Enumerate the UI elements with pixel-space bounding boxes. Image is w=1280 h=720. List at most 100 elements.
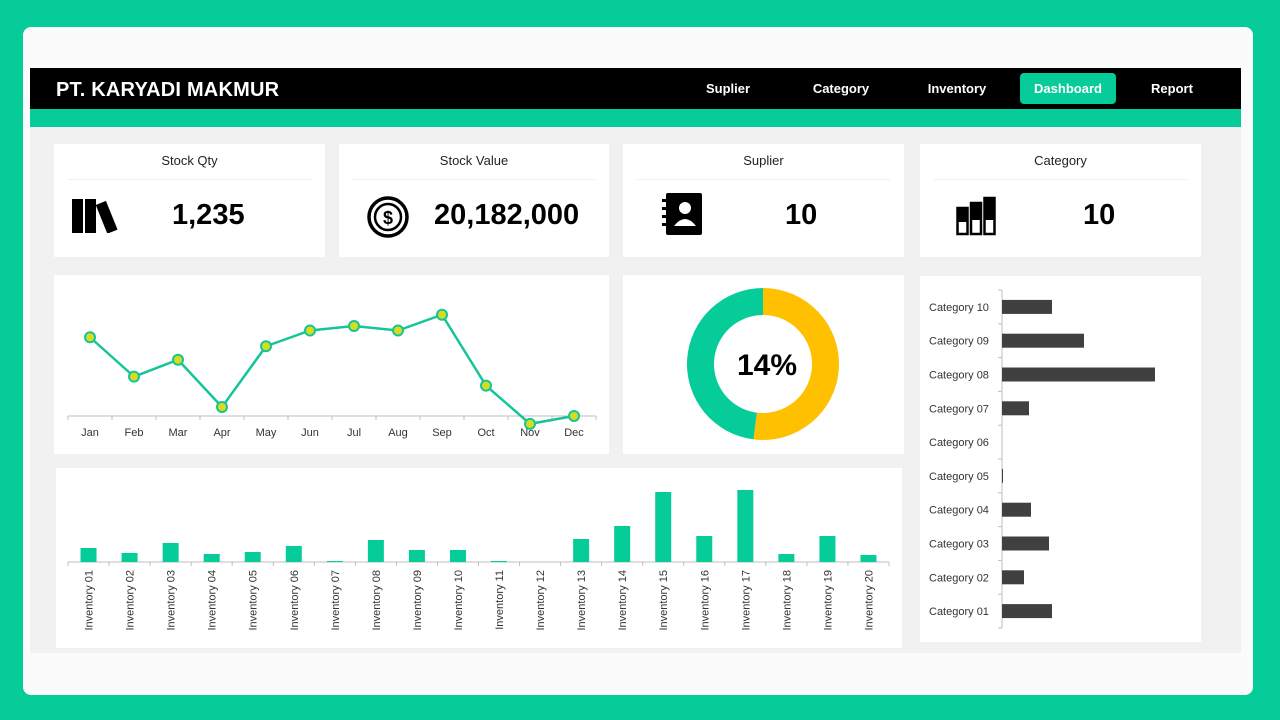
kpi-value: 10 bbox=[1083, 199, 1116, 231]
nav-suplier[interactable]: Suplier bbox=[705, 81, 751, 96]
category-bar bbox=[1002, 401, 1029, 416]
inventory-bar bbox=[367, 540, 384, 562]
divider bbox=[68, 179, 311, 180]
inventory-bar bbox=[696, 536, 713, 562]
kpi-title: Stock Value bbox=[439, 153, 509, 168]
category-bar bbox=[1002, 502, 1031, 517]
nav-report[interactable]: Report bbox=[1151, 81, 1193, 96]
inventory-label: Inventory 12 bbox=[535, 570, 547, 631]
data-point bbox=[568, 410, 580, 422]
x-tick-label: Apr bbox=[213, 427, 230, 439]
category-bar bbox=[1002, 333, 1084, 348]
inventory-bar bbox=[573, 539, 590, 562]
category-bar-chart: Category 10 Category 09 Category 08 Categor… bbox=[929, 289, 1155, 629]
nav-inventory[interactable]: Inventory bbox=[927, 81, 987, 96]
inventory-bar bbox=[491, 561, 508, 562]
donut-center-label: 14% bbox=[737, 349, 797, 382]
kpi-title: Suplier bbox=[743, 153, 784, 168]
data-point bbox=[480, 379, 492, 392]
inventory-bar bbox=[80, 548, 97, 562]
inventory-label: Inventory 06 bbox=[289, 570, 301, 631]
inventory-label: Inventory 08 bbox=[371, 570, 383, 631]
x-tick-label: Jun bbox=[301, 427, 319, 439]
inventory-label: Inventory 09 bbox=[412, 570, 424, 631]
inventory-bar bbox=[326, 561, 343, 562]
inventory-bar bbox=[778, 554, 795, 562]
x-tick-label: Dec bbox=[564, 427, 584, 439]
data-point bbox=[524, 417, 536, 430]
inventory-label: Inventory 17 bbox=[740, 570, 752, 631]
data-point bbox=[128, 370, 140, 383]
category-label: Category 03 bbox=[929, 539, 989, 551]
inventory-label: Inventory 10 bbox=[453, 570, 465, 631]
category-bar bbox=[1002, 367, 1155, 382]
inventory-bar bbox=[244, 552, 261, 562]
inventory-bar bbox=[449, 550, 466, 562]
divider bbox=[637, 179, 890, 180]
inventory-bar bbox=[614, 526, 631, 562]
kpi-title: Category bbox=[1034, 153, 1087, 168]
x-tick-label: Aug bbox=[388, 427, 408, 439]
inventory-bar bbox=[203, 554, 220, 562]
donut-slice bbox=[753, 288, 840, 440]
x-tick-label: Mar bbox=[169, 427, 188, 439]
inventory-bar bbox=[408, 550, 425, 562]
percentage-donut-chart: 14% bbox=[687, 288, 840, 440]
data-point bbox=[216, 401, 228, 413]
category-label: Category 07 bbox=[929, 403, 989, 415]
contact-book-icon bbox=[659, 192, 707, 241]
category-bar bbox=[1002, 299, 1052, 314]
kpi-value: 10 bbox=[785, 199, 818, 231]
books-icon bbox=[71, 197, 127, 238]
inventory-label: Inventory 03 bbox=[166, 570, 178, 631]
inventory-bar bbox=[860, 555, 877, 562]
kpi-card-stock-qty: Stock Qty 1,235 bbox=[54, 144, 325, 257]
category-label: Category 10 bbox=[929, 302, 989, 314]
x-tick-label: Jan bbox=[81, 427, 99, 439]
inventory-label: Inventory 05 bbox=[248, 570, 260, 631]
inventory-label: Inventory 04 bbox=[207, 570, 219, 631]
dollar-coin-icon: $ bbox=[366, 195, 410, 244]
inventory-column-chart: Inventory 01 Inventory 02 Inventory 03 Inve… bbox=[67, 490, 890, 631]
inventory-label: Inventory 19 bbox=[822, 570, 834, 631]
category-label: Category 01 bbox=[929, 606, 989, 618]
category-label: Category 02 bbox=[929, 572, 989, 584]
category-bar bbox=[1002, 604, 1052, 619]
divider bbox=[353, 179, 595, 180]
inventory-bar bbox=[737, 490, 754, 562]
category-label: Category 09 bbox=[929, 336, 989, 348]
kpi-card-category: Category 10 bbox=[920, 144, 1201, 257]
data-point bbox=[260, 340, 272, 353]
data-point bbox=[84, 331, 96, 344]
kpi-value: 20,182,000 bbox=[434, 199, 580, 231]
data-point bbox=[436, 308, 448, 321]
nav-category[interactable]: Category bbox=[812, 81, 870, 96]
inventory-label: Inventory 14 bbox=[617, 570, 629, 631]
category-label: Category 04 bbox=[929, 505, 989, 517]
data-point bbox=[392, 324, 404, 337]
category-bar-chart-card: Category 10 Category 09 Category 08 Categor… bbox=[920, 276, 1201, 642]
series-line bbox=[89, 313, 575, 426]
inventory-bar bbox=[285, 546, 302, 562]
nav-dashboard[interactable]: Dashboard bbox=[1020, 73, 1116, 104]
company-title: PT. KARYADI MAKMUR bbox=[56, 79, 280, 101]
x-tick-label: Jul bbox=[347, 427, 361, 439]
divider bbox=[934, 179, 1187, 180]
data-point bbox=[304, 324, 316, 337]
x-tick-label: Nov bbox=[520, 427, 540, 439]
category-bar bbox=[1002, 536, 1049, 551]
x-tick-label: Feb bbox=[125, 427, 144, 439]
kpi-value: 1,235 bbox=[172, 199, 245, 231]
category-label: Category 06 bbox=[929, 437, 989, 449]
data-point bbox=[348, 320, 360, 332]
x-tick-label: May bbox=[256, 427, 277, 439]
bar-levels-icon bbox=[956, 196, 1000, 241]
inventory-label: Inventory 16 bbox=[699, 570, 711, 631]
inventory-label: Inventory 20 bbox=[863, 570, 875, 631]
x-tick-label: Oct bbox=[477, 427, 494, 439]
data-point bbox=[172, 353, 184, 366]
kpi-card-stock-value: Stock Value $ 20,182,000 bbox=[339, 144, 609, 257]
donut-slice bbox=[687, 288, 763, 440]
top-nav-bar: PT. KARYADI MAKMUR Suplier Category Inve… bbox=[30, 68, 1241, 109]
inventory-label: Inventory 15 bbox=[658, 570, 670, 631]
